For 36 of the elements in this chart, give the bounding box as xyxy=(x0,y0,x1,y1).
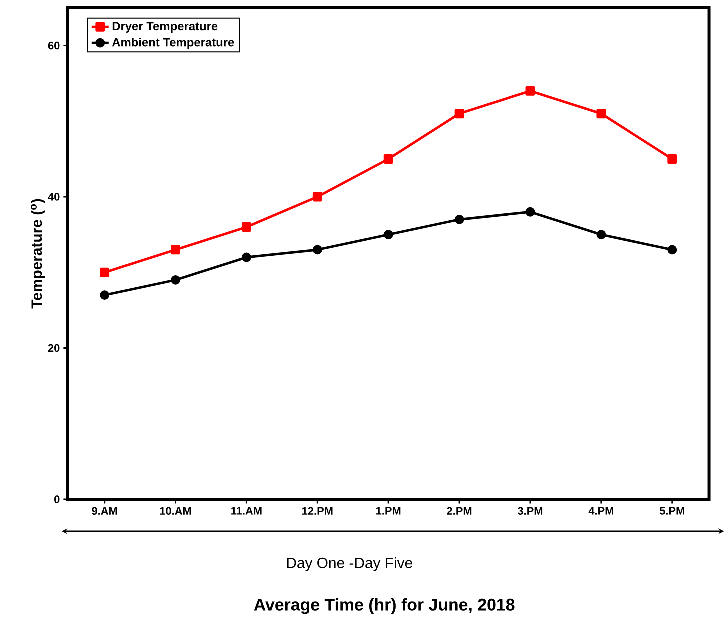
x-axis-title: Average Time (hr) for June, 2018 xyxy=(254,598,515,614)
x-tick-label: 12.PM xyxy=(302,507,333,515)
x-tick-label: 3.PM xyxy=(518,507,543,515)
x-tick-label: 1.PM xyxy=(376,507,401,515)
y-tick-label: 0 xyxy=(54,495,60,504)
x-tick-label: 11.AM xyxy=(232,507,262,515)
point xyxy=(668,154,678,164)
y-tick-label: 40 xyxy=(48,192,60,201)
legend-label: Ambient Temperature xyxy=(112,38,234,49)
x-tick-label: 5.PM xyxy=(660,507,684,515)
y-tick-label: 60 xyxy=(48,42,60,50)
legend-label: Dryer Temperature xyxy=(112,22,218,33)
text: Day One -Day Five xyxy=(287,557,412,572)
point xyxy=(242,252,252,262)
point xyxy=(384,154,394,164)
x-tick-label: 9.AM xyxy=(92,507,118,515)
point xyxy=(312,192,322,202)
point xyxy=(312,245,322,255)
point xyxy=(100,290,110,300)
point xyxy=(596,108,606,118)
point xyxy=(596,230,606,240)
x-tick-label: 2.PM xyxy=(447,507,472,515)
y-axis-title: Temperature ($^{o}$) xyxy=(31,199,46,309)
y-tick-label: 20 xyxy=(48,344,60,352)
x-tick-label: 4.PM xyxy=(588,507,614,515)
x-tick-label: 10.AM xyxy=(160,507,192,515)
point xyxy=(100,268,110,278)
point xyxy=(242,222,252,232)
point xyxy=(171,245,180,255)
point xyxy=(384,230,394,240)
point xyxy=(454,214,464,224)
point xyxy=(526,86,536,96)
point xyxy=(171,275,180,285)
point xyxy=(668,245,678,255)
point xyxy=(454,108,464,118)
point xyxy=(526,207,536,217)
